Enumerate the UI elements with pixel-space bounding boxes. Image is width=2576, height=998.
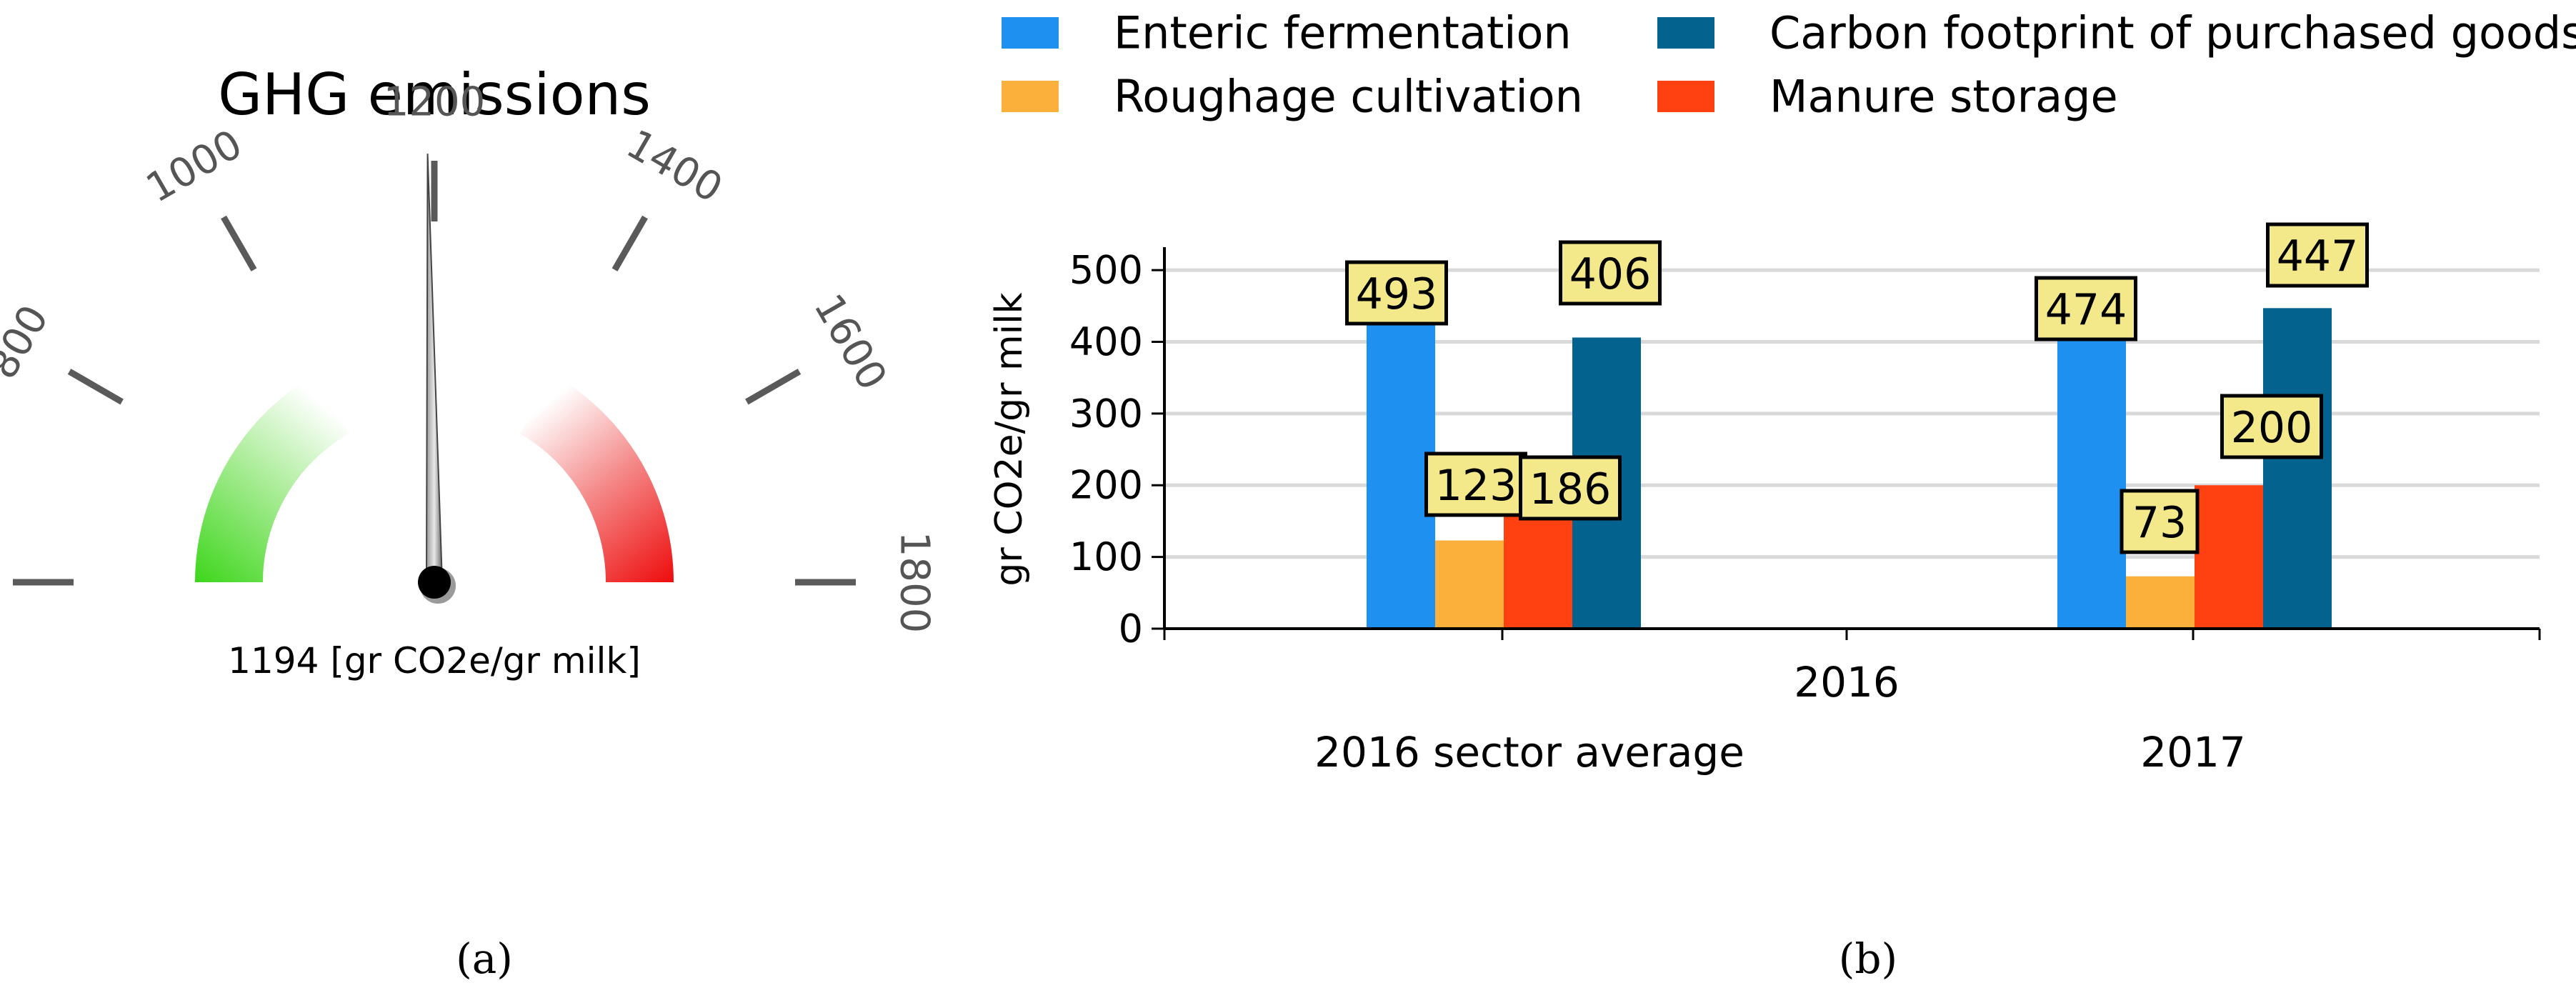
bar-chart-panel: Enteric fermentation Carbon footprint of … (988, 7, 2576, 984)
gauge-hub (418, 566, 451, 599)
gauge-tick (221, 215, 257, 271)
data-label: 474 (2035, 276, 2137, 341)
gauge-tick-label: 1800 (892, 532, 938, 634)
y-tick-label: 400 (1069, 319, 1143, 364)
data-label: 200 (2220, 394, 2323, 459)
data-label-box (2220, 394, 2323, 459)
gauge-tick (67, 369, 124, 405)
y-axis-label: gr CO2e/gr milk (988, 292, 1031, 586)
data-label: 186 (1519, 455, 1622, 521)
gauge-tick-label: 800 (0, 297, 58, 386)
legend-swatch (1002, 81, 1059, 112)
gauge-tick (611, 215, 648, 271)
legend-label: Carbon footprint of purchased goods (1769, 7, 2576, 59)
legend-label: Enteric fermentation (1114, 7, 1572, 59)
y-axis-ticks: 0 100 200 300 400 500 (1069, 248, 1164, 652)
gauge-tick-label: 1600 (804, 286, 896, 398)
x-axis-categories: 2016 sector average 2017 (1314, 728, 2246, 777)
caption-b: (b) (1839, 934, 1897, 983)
y-tick-label: 300 (1069, 391, 1143, 436)
bar (2057, 289, 2126, 629)
x-axis-group-label: 2016 (1794, 658, 1899, 707)
data-label-box (2266, 222, 2369, 288)
legend-swatch (1657, 17, 1714, 49)
gauge-tick-label: 1000 (139, 121, 250, 212)
data-label-text: 493 (1356, 269, 1438, 319)
data-label: 73 (2120, 489, 2200, 554)
data-labels: 493 123 186 406 474 73 200 447 (1345, 222, 2369, 554)
y-tick-label: 100 (1069, 534, 1143, 579)
data-label-text: 123 (1435, 461, 1517, 511)
data-label-text: 406 (1569, 249, 1652, 299)
gauge-tick-label: 1200 (384, 79, 486, 126)
data-label-text: 474 (2045, 285, 2127, 335)
bar (2263, 308, 2332, 629)
data-label-box (1424, 451, 1527, 517)
y-tick-label: 500 (1069, 248, 1143, 293)
legend-swatch (1002, 17, 1059, 49)
gauge-tick (745, 369, 802, 405)
bar (2126, 576, 2195, 629)
data-label-box (2120, 489, 2200, 554)
gauge-value: 1194 (228, 640, 319, 682)
y-tick-label: 0 (1119, 607, 1143, 652)
x-category-label: 2016 sector average (1314, 728, 1744, 777)
gauge-value-unit: [gr CO2e/gr milk] (330, 640, 641, 682)
gauge-band-high (520, 374, 674, 582)
gauge-value-readout: 1194 [gr CO2e/gr milk] (228, 640, 641, 682)
x-category-label: 2017 (2140, 728, 2246, 777)
data-label: 406 (1559, 240, 1662, 306)
data-label-box (1559, 240, 1662, 306)
data-label-text: 447 (2277, 231, 2359, 281)
data-label-box (1519, 455, 1622, 521)
gauge-title: GHG emissions (218, 61, 651, 128)
data-label-box (2035, 276, 2137, 341)
caption-a: (a) (456, 934, 513, 983)
y-tick-label: 200 (1069, 463, 1143, 508)
data-label-text: 200 (2231, 403, 2313, 453)
data-label-box (1345, 260, 1448, 326)
legend-swatch (1657, 81, 1714, 112)
data-label: 493 (1345, 260, 1448, 326)
x-axis (1163, 247, 2541, 640)
legend: Enteric fermentation Carbon footprint of … (1002, 7, 2576, 123)
data-label-text: 186 (1529, 464, 1612, 514)
data-label-text: 73 (2132, 498, 2187, 548)
bar (1435, 540, 1504, 629)
gauge-tick-label: 1400 (619, 121, 730, 212)
legend-label: Roughage cultivation (1114, 71, 1583, 123)
bar (2195, 485, 2263, 629)
bar (1367, 275, 1435, 629)
data-label: 123 (1424, 451, 1527, 517)
data-label: 447 (2266, 222, 2369, 288)
gauge-band-low (195, 374, 349, 582)
gauge-panel: GHG emissions 60080010001200140016001800… (0, 61, 938, 983)
legend-label: Manure storage (1769, 71, 2118, 123)
